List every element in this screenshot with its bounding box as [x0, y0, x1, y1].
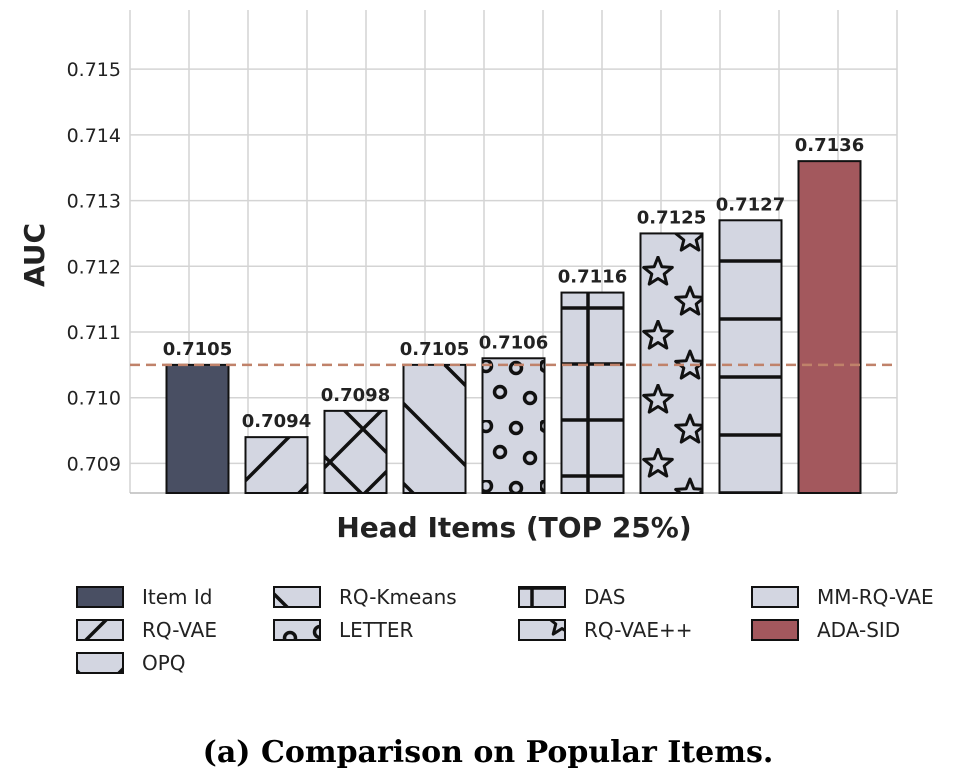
bar-value-label: 0.7116: [558, 267, 627, 288]
bar-value-label: 0.7106: [479, 332, 548, 353]
bars: [165, 160, 862, 495]
y-tick-label: 0.710: [67, 388, 121, 410]
bar-value-label: 0.7098: [321, 385, 390, 406]
figure-caption: (a) Comparison on Popular Items.: [203, 735, 774, 770]
legend-swatch: [751, 586, 799, 608]
bar-letter: [481, 357, 546, 494]
bar-mm-rq-vae: [718, 219, 783, 495]
legend-item-item-id: Item Id: [76, 585, 212, 609]
bar-item-id: [165, 363, 230, 494]
bar-value-label: 0.7125: [637, 207, 706, 228]
y-tick-label: 0.711: [67, 322, 121, 344]
legend-swatch: [76, 619, 124, 641]
legend-swatch: [518, 586, 566, 608]
legend-item-rq-vae: RQ-VAE: [76, 618, 217, 642]
legend-item-letter: LETTER: [273, 618, 413, 642]
legend-label: ADA-SID: [817, 618, 900, 642]
value-labels: 0.7105 0.7094 0.7098 0.7105 0.7106 0.7116 0.71…: [163, 135, 864, 432]
legend-label: Item Id: [142, 585, 212, 609]
bar-rq-kmeans: [402, 363, 467, 494]
legend-item-rq-vae-: RQ-VAE++: [518, 618, 692, 642]
legend-label: RQ-Kmeans: [339, 585, 457, 609]
legend-item-mm-rq-vae: MM-RQ-VAE: [751, 585, 934, 609]
legend-item-ada-sid: ADA-SID: [751, 618, 900, 642]
legend-swatch: [273, 619, 321, 641]
bar-value-label: 0.7094: [242, 411, 311, 432]
bar-rq-vae: [244, 436, 309, 494]
legend-swatch: [751, 619, 799, 641]
y-tick-label: 0.713: [67, 191, 121, 213]
legend-label: MM-RQ-VAE: [817, 585, 934, 609]
y-tick-label: 0.714: [67, 125, 121, 147]
legend-label: LETTER: [339, 618, 413, 642]
bar-das: [560, 291, 625, 495]
y-tick-label: 0.712: [67, 256, 121, 278]
legend-swatch: [518, 619, 566, 641]
x-axis-label: Head Items (TOP 25%): [336, 511, 691, 544]
legend-label: DAS: [584, 585, 625, 609]
y-tick-label: 0.709: [67, 453, 121, 475]
bar-value-label: 0.7105: [400, 339, 469, 360]
legend-swatch: [273, 586, 321, 608]
bar-value-label: 0.7127: [716, 194, 785, 215]
legend-item-rq-kmeans: RQ-Kmeans: [273, 585, 457, 609]
legend: Item Id RQ-Kmeans DAS MM-RQ-VAE RQ-VAE LETTER…: [76, 585, 934, 675]
legend-swatch: [76, 652, 124, 674]
bar-value-label: 0.7105: [163, 339, 232, 360]
y-axis-ticks: 0.709 0.710 0.711 0.712 0.713 0.714 0.715: [67, 59, 121, 475]
bar-ada-sid: [797, 160, 862, 494]
bar-rq-vae-: [639, 232, 704, 495]
legend-item-opq: OPQ: [76, 651, 186, 675]
y-tick-label: 0.715: [67, 59, 121, 81]
y-axis-label: AUC: [18, 223, 51, 287]
bar-opq: [323, 409, 388, 495]
legend-label: OPQ: [142, 651, 186, 675]
legend-item-das: DAS: [518, 585, 625, 609]
legend-swatch: [76, 586, 124, 608]
legend-label: RQ-VAE++: [584, 618, 692, 642]
legend-label: RQ-VAE: [142, 618, 217, 642]
bar-value-label: 0.7136: [795, 135, 864, 156]
